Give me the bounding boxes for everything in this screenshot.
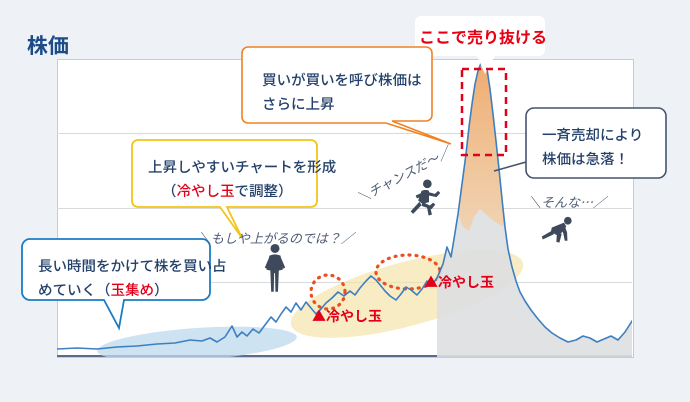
- svg-text:めていく（玉集め）: めていく（玉集め）: [38, 279, 169, 300]
- svg-text:長い時間をかけて株を買い占: 長い時間をかけて株を買い占: [38, 255, 227, 276]
- svg-text:さらに上昇: さらに上昇: [262, 93, 335, 114]
- svg-text:買いが買いを呼び株価は: 買いが買いを呼び株価は: [262, 69, 422, 90]
- svg-text:株価は急落！: 株価は急落！: [542, 148, 629, 169]
- svg-text:一斉売却により: 一斉売却により: [542, 124, 643, 145]
- svg-text:ここで売り抜ける: ここで売り抜ける: [419, 24, 547, 48]
- svg-text:（冷やし玉で調整）: （冷やし玉で調整）: [162, 180, 293, 201]
- svg-text:上昇しやすいチャートを形成: 上昇しやすいチャートを形成: [148, 156, 336, 177]
